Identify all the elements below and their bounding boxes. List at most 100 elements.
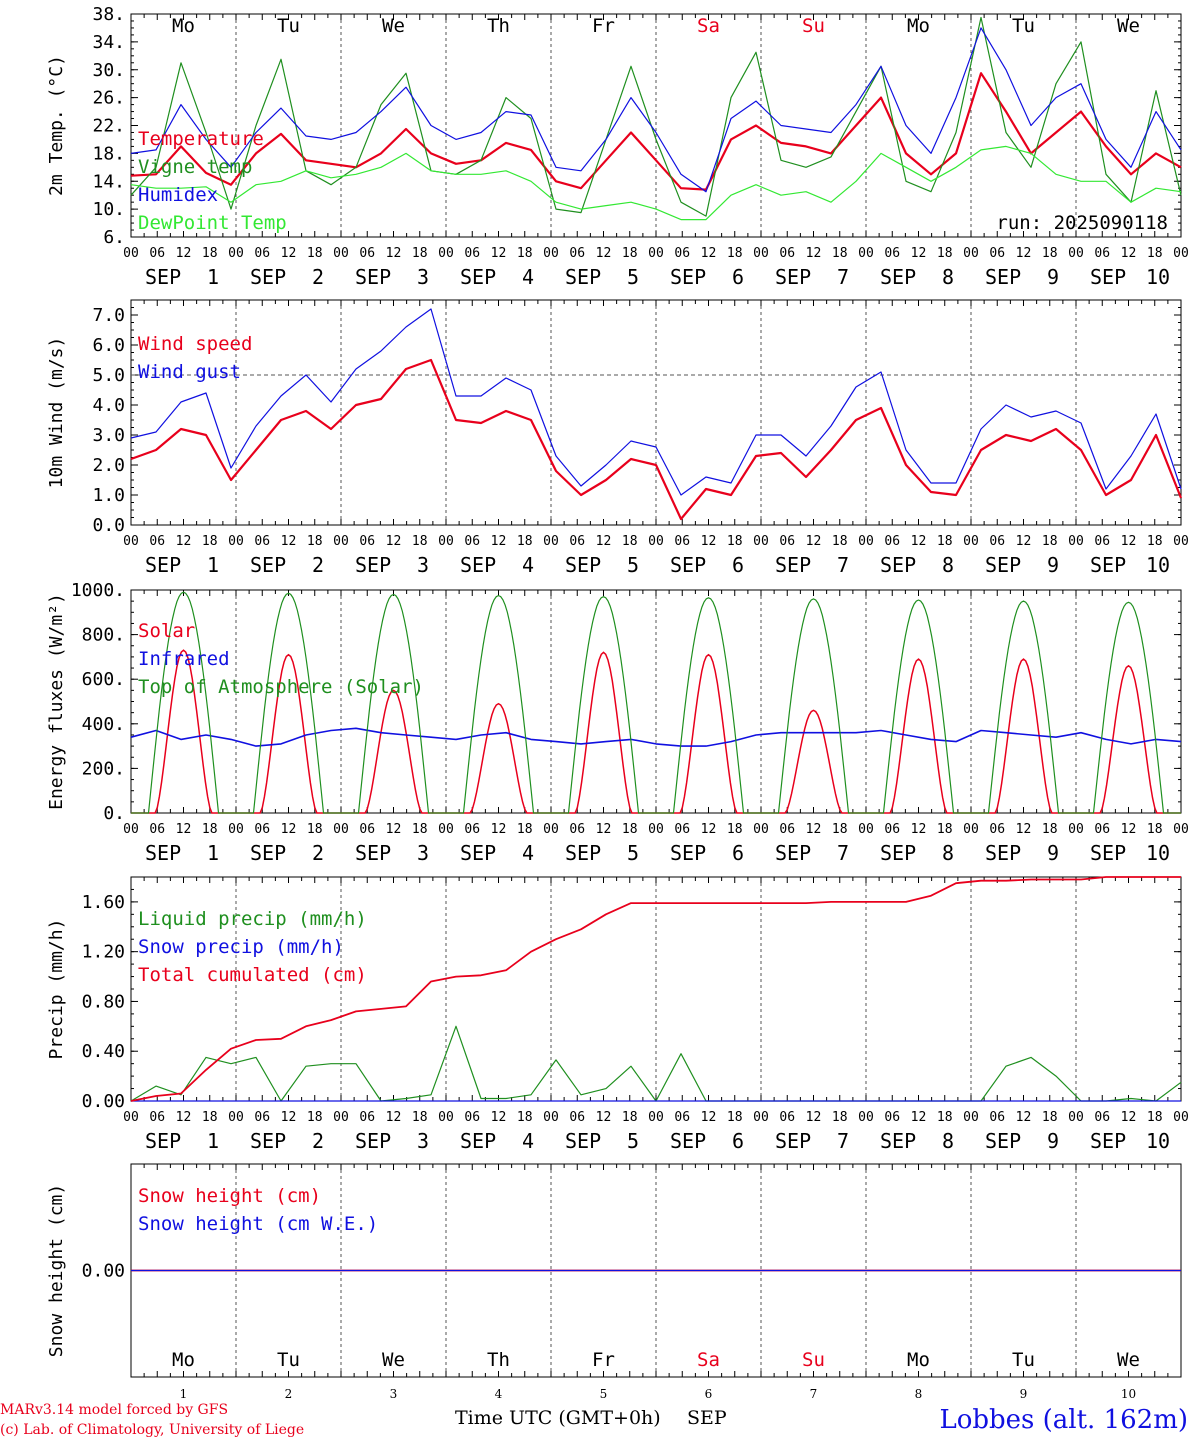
y-axis-label: 2m Temp. (°C) — [46, 55, 67, 196]
date-day: 6 — [732, 841, 744, 865]
panel-5 — [130, 1163, 1182, 1378]
y-tick-label: 34. — [92, 32, 125, 53]
date-month: SEP — [880, 1129, 916, 1153]
footer-date: 8 — [915, 1387, 923, 1401]
hour-label: 00 — [333, 822, 349, 837]
hour-label: 12 — [701, 1110, 717, 1125]
legend-entry: Solar — [138, 620, 195, 642]
hour-label: 06 — [1094, 822, 1110, 837]
hour-label: 00 — [753, 822, 769, 837]
hour-label: 06 — [359, 1110, 375, 1125]
date-month: SEP — [565, 841, 601, 865]
date-month: SEP — [1090, 841, 1126, 865]
hour-label: 12 — [281, 246, 297, 261]
date-day: 8 — [942, 553, 954, 577]
hour-label: 18 — [202, 534, 218, 549]
hour-label: 18 — [202, 1110, 218, 1125]
hour-label: 12 — [491, 534, 507, 549]
date-day: 3 — [417, 265, 429, 289]
date-month: SEP — [1090, 553, 1126, 577]
date-day: 10 — [1146, 265, 1170, 289]
date-month: SEP — [565, 265, 601, 289]
date-month: SEP — [985, 553, 1021, 577]
y-tick-label: 0. — [103, 803, 125, 824]
legend-entry: Top of Atmosphere (Solar) — [138, 676, 424, 698]
hour-label: 00 — [858, 822, 874, 837]
date-day: 8 — [942, 265, 954, 289]
date-day: 2 — [312, 841, 324, 865]
hour-label: 00 — [333, 534, 349, 549]
hour-label: 00 — [123, 534, 139, 549]
series-wind-gust — [130, 308, 1182, 496]
date-day: 7 — [837, 841, 849, 865]
date-month: SEP — [670, 841, 706, 865]
y-tick-label: 5.0 — [92, 365, 125, 386]
date-month: SEP — [145, 841, 181, 865]
hour-label: 00 — [438, 534, 454, 549]
hour-label: 06 — [149, 534, 165, 549]
hour-label: 12 — [596, 534, 612, 549]
date-day: 7 — [837, 265, 849, 289]
date-month: SEP — [250, 553, 286, 577]
hour-label: 00 — [543, 822, 559, 837]
panel-3 — [130, 589, 1182, 814]
hour-label: 12 — [1121, 246, 1137, 261]
date-month: SEP — [355, 841, 391, 865]
hour-label: 12 — [911, 822, 927, 837]
hour-label: 06 — [779, 246, 795, 261]
date-month: SEP — [775, 265, 811, 289]
hour-label: 12 — [1016, 534, 1032, 549]
hour-label: 18 — [937, 1110, 953, 1125]
y-tick-label: 10. — [92, 199, 125, 220]
weekday-label: We — [382, 15, 405, 37]
date-month: SEP — [985, 265, 1021, 289]
weekday-label: We — [1117, 1349, 1140, 1371]
date-day: 6 — [732, 1129, 744, 1153]
hour-label: 18 — [727, 822, 743, 837]
hour-label: 12 — [176, 534, 192, 549]
hour-label: 00 — [648, 246, 664, 261]
hour-label: 12 — [806, 246, 822, 261]
hour-label: 00 — [753, 246, 769, 261]
hour-label: 06 — [359, 822, 375, 837]
footer-date: 9 — [1020, 1387, 1028, 1401]
hour-label: 06 — [884, 1110, 900, 1125]
weekday-label: Mo — [172, 1349, 195, 1371]
date-month: SEP — [145, 553, 181, 577]
date-day: 1 — [207, 1129, 219, 1153]
hour-label: 18 — [1042, 1110, 1058, 1125]
date-day: 1 — [207, 841, 219, 865]
panel-4 — [130, 876, 1182, 1102]
series-wind-speed — [130, 358, 1183, 521]
hour-label: 12 — [701, 822, 717, 837]
hour-label: 12 — [281, 1110, 297, 1125]
hour-label: 12 — [281, 822, 297, 837]
hour-label: 00 — [1173, 534, 1189, 549]
credit-line-2: (c) Lab. of Climatology, University of L… — [0, 1422, 304, 1438]
date-month: SEP — [250, 841, 286, 865]
y-tick-label: 0.40 — [82, 1041, 125, 1062]
date-day: 5 — [627, 265, 639, 289]
y-tick-label: 14. — [92, 171, 125, 192]
hour-label: 00 — [1173, 1110, 1189, 1125]
weekday-label: Mo — [907, 1349, 930, 1371]
date-day: 3 — [417, 1129, 429, 1153]
legend-entry: DewPoint Temp — [138, 212, 287, 234]
date-day: 2 — [312, 553, 324, 577]
y-tick-label: 6.0 — [92, 335, 125, 356]
footer-date: 3 — [390, 1387, 398, 1401]
hour-label: 12 — [1016, 822, 1032, 837]
date-day: 9 — [1047, 841, 1059, 865]
footer-date: 2 — [285, 1387, 293, 1401]
hour-label: 00 — [123, 822, 139, 837]
y-tick-label: 0.00 — [82, 1091, 125, 1112]
date-month: SEP — [985, 1129, 1021, 1153]
hour-label: 06 — [149, 246, 165, 261]
plot-frame — [130, 13, 1182, 238]
date-month: SEP — [250, 1129, 286, 1153]
legend-entry: Temperature — [138, 128, 264, 150]
hour-label: 18 — [1042, 246, 1058, 261]
hour-label: 18 — [1042, 822, 1058, 837]
y-axis-label: Energy fluxes (W/m²) — [46, 593, 67, 810]
